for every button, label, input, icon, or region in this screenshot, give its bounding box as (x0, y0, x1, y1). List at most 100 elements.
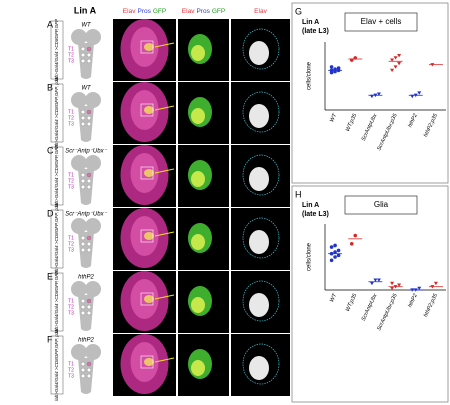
clone-gfp (191, 108, 205, 124)
data-point (390, 286, 395, 291)
chart-title: Glia (374, 200, 389, 209)
hemisegment (86, 178, 92, 184)
clone-gfp (191, 297, 205, 313)
data-point (393, 285, 398, 289)
vnc (78, 295, 94, 331)
x-tick-label: hthP2;p35 (423, 292, 439, 318)
driver-box (50, 335, 64, 395)
panel-letter: A (47, 19, 53, 29)
panel-letter: H (295, 189, 302, 199)
hemisegment (80, 235, 86, 241)
column-header: Elav Pros GFP (182, 8, 225, 15)
data-point (376, 92, 381, 96)
segment-label: T2 (68, 178, 74, 184)
stain-label: Pros (196, 8, 210, 15)
vnc (78, 43, 94, 79)
hemisegment (86, 298, 92, 304)
data-point (373, 93, 378, 98)
data-point (397, 61, 402, 66)
data-point (430, 285, 435, 289)
data-point (433, 281, 438, 286)
x-tick-label: ScrAntpUbx (361, 113, 379, 142)
segment-label: T3 (68, 121, 74, 127)
data-point (333, 67, 337, 71)
vnc (78, 232, 94, 268)
inset-box (140, 103, 154, 117)
elav-cells (249, 230, 269, 254)
inset-box (140, 166, 154, 180)
panel-frame (291, 2, 449, 184)
brain-lobe (85, 29, 101, 45)
stain-label: Elav (182, 8, 195, 15)
hemisegment (86, 115, 92, 121)
elav-cells (249, 104, 269, 128)
segment-label: T3 (68, 373, 74, 379)
hemisegment (86, 172, 92, 178)
driver-box (50, 209, 64, 269)
data-point (369, 94, 374, 99)
chart-title: Elav + cells (361, 17, 402, 26)
data-point (397, 54, 402, 58)
genotype-label: WT (81, 86, 92, 92)
genotype-label: WT (81, 23, 92, 29)
hemisegment (80, 52, 86, 58)
vnc (78, 106, 94, 142)
clone-outline (242, 343, 280, 385)
hemisegment (80, 247, 86, 253)
driver-label: lab>Gal4/Gal4 >CD8GFP,GFP (54, 270, 59, 333)
driver-box (50, 83, 64, 143)
stain-label: Pros (137, 8, 151, 15)
hemisegment (80, 172, 86, 178)
data-point (413, 93, 418, 98)
x-tick-label: WT;p35 (345, 112, 359, 132)
driver-label: lab>Gal4/Gal4 >CD8GFP,GFP (54, 18, 59, 81)
data-point (390, 58, 395, 62)
elav-cells (249, 41, 269, 65)
genotype-label: Scr⁻Antp⁻Ubx⁻ (65, 149, 107, 155)
panel-frame (291, 185, 449, 403)
arrow (154, 231, 175, 237)
data-point (329, 68, 334, 73)
data-point (417, 91, 422, 95)
hemisegment (86, 241, 92, 247)
clone (144, 106, 154, 114)
hemisegment (80, 178, 86, 184)
clone-outline (242, 217, 280, 259)
segment-label: T2 (68, 115, 74, 121)
data-point (329, 245, 334, 249)
clone (144, 169, 154, 177)
segment-label: T3 (68, 58, 74, 64)
brain-lobe (85, 218, 101, 234)
brain-lobe (85, 92, 101, 108)
brain-lobe (85, 155, 101, 171)
x-tick-label: WT;p35 (345, 292, 359, 312)
stain-label: GFP (212, 8, 225, 15)
brain-lobe (71, 218, 87, 234)
data-point (397, 283, 402, 287)
clone-outline (242, 28, 280, 70)
brain-lobe (71, 92, 87, 108)
data-point (353, 233, 358, 238)
hemisegment (86, 184, 92, 190)
hemisegment (80, 298, 86, 304)
x-tick-label: hthP2 (407, 293, 419, 309)
data-point (353, 56, 358, 60)
hemisegment (86, 373, 92, 379)
inset-box (140, 292, 154, 306)
arrow (154, 168, 175, 174)
segment-label: T2 (68, 304, 74, 310)
clone-outline (242, 91, 280, 133)
arrow (154, 357, 175, 363)
hemisegment (86, 247, 92, 253)
driver-label: lab>Gal4/Gal4 >CD8GFP,GFP, p35 (54, 329, 59, 401)
x-tick-label: WT (329, 112, 338, 123)
clone (144, 358, 154, 366)
data-point (333, 250, 337, 254)
hemisegment (80, 58, 86, 64)
panel-letter: C (47, 145, 54, 155)
title-box (344, 12, 418, 32)
data-point (393, 56, 398, 60)
segment-label: T3 (68, 247, 74, 253)
data-point (333, 255, 337, 259)
